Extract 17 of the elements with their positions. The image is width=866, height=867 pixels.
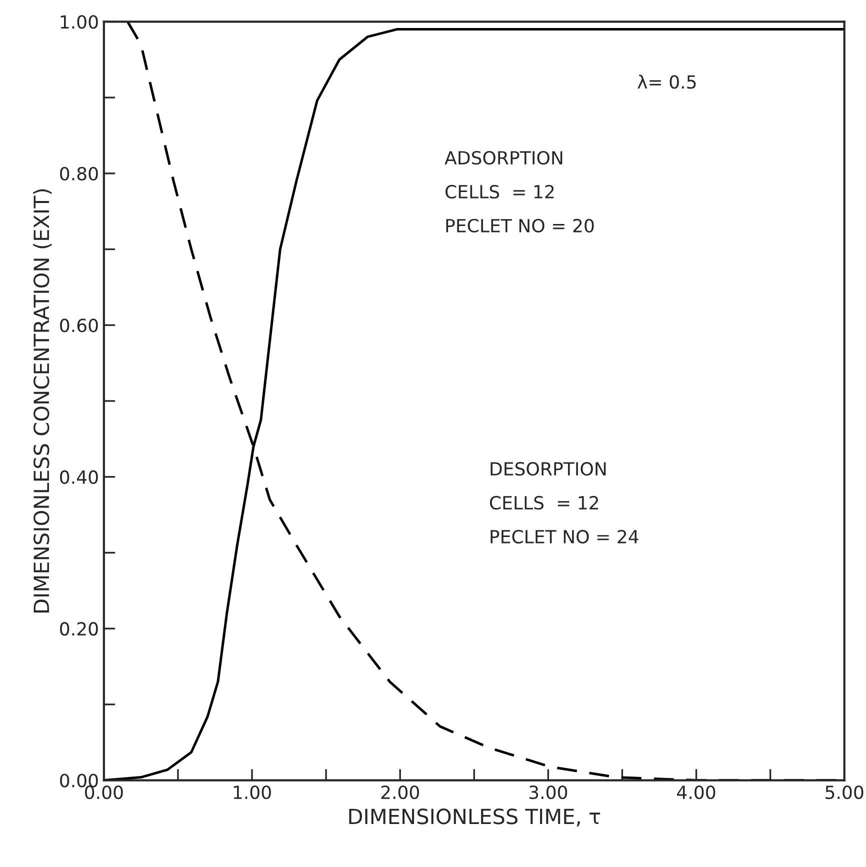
y-tick-label: 0.80 (60, 166, 98, 181)
y-tick-label: 0.60 (60, 318, 98, 332)
x-tick-label: 3.00 (529, 785, 568, 800)
y-tick-label: 0.20 (60, 622, 98, 636)
annotation: ADSORPTION CELLS = 12 PECLET NO = 20 (444, 150, 594, 232)
x-axis-title: DIMENSIONLESS TIME, τ (349, 808, 600, 826)
y-tick-label: 0.40 (60, 470, 98, 484)
x-tick-label: 5.00 (826, 785, 864, 800)
y-axis-title: DIMENSIONLESS CONCENTRATION (EXIT) (33, 189, 52, 612)
annotation: λ= 0.5 (638, 74, 696, 89)
x-tick-label: 2.00 (381, 785, 419, 800)
x-tick-label: 4.00 (677, 785, 716, 800)
annotation: DESORPTION CELLS = 12 PECLET NO = 24 (490, 462, 638, 544)
y-tick-label: 1.00 (60, 15, 98, 29)
x-tick-label: 1.00 (234, 785, 271, 800)
x-tick-label: 0.00 (85, 785, 123, 800)
y-tick-label: 0.00 (60, 774, 98, 788)
